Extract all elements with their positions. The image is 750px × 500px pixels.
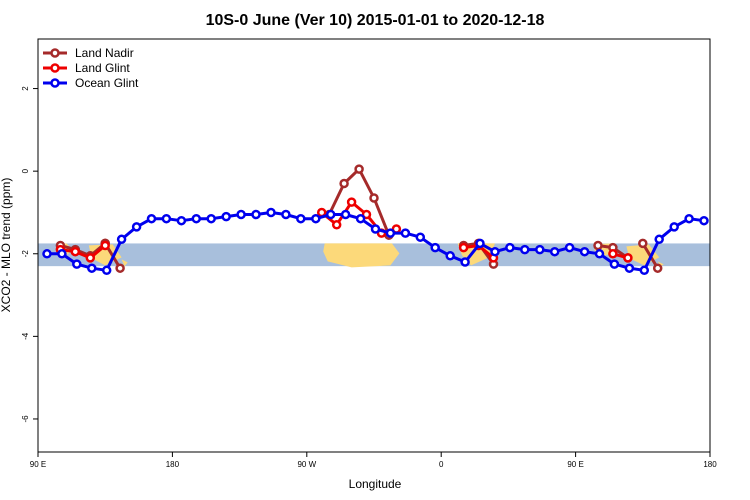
ocean-glint-point — [87, 263, 97, 273]
ocean-glint-point — [520, 244, 530, 255]
ocean-glint-point — [505, 242, 515, 253]
ocean-glint-point — [475, 238, 485, 249]
ocean-glint-point — [385, 228, 396, 238]
ocean-glint-point — [206, 213, 216, 224]
ocean-glint-point — [549, 246, 560, 257]
ocean-glint-point — [669, 222, 679, 232]
x-axis-label: Longitude — [349, 477, 402, 491]
ocean-glint-point — [460, 257, 470, 267]
ocean-glint-point — [311, 213, 321, 224]
ocean-glint-point — [400, 228, 411, 238]
band-land-patch — [626, 244, 660, 266]
land-nadir-point — [115, 263, 125, 273]
land-nadir-point — [354, 164, 364, 174]
land-glint-point — [458, 242, 469, 253]
land-nadir-point — [339, 178, 349, 189]
ocean-glint-point — [490, 246, 500, 257]
ocean-glint-point — [579, 246, 590, 257]
ocean-glint-point — [535, 244, 545, 255]
land-nadir-point — [638, 238, 648, 249]
legend-swatch-marker — [50, 63, 60, 73]
y-tick-label: -4 — [21, 332, 30, 340]
land-nadir-point — [652, 263, 663, 273]
legend-label: Ocean Glint — [75, 76, 139, 90]
ocean-glint-point — [639, 265, 650, 276]
y-tick-label: -2 — [21, 250, 30, 258]
ocean-glint-point — [281, 209, 291, 220]
ocean-glint-point — [624, 263, 635, 273]
legend-label: Land Glint — [75, 61, 130, 75]
x-tick-label: 90 E — [30, 460, 46, 469]
land-nadir-line — [60, 242, 107, 258]
ocean-glint-point — [236, 209, 246, 220]
plot-frame — [37, 38, 711, 453]
ocean-glint-point — [654, 234, 664, 245]
ocean-glint-point — [146, 213, 157, 224]
chart-title: 10S-0 June (Ver 10) 2015-01-01 to 2020-1… — [206, 12, 545, 29]
ocean-glint-point — [594, 249, 605, 259]
legend-item-land-nadir: Land Nadir — [43, 46, 134, 60]
band-land-patch — [657, 261, 664, 267]
ocean-glint-point — [430, 242, 440, 253]
land-glint-point — [85, 253, 96, 263]
x-tick-label: 90 W — [297, 460, 316, 469]
legend-item-ocean-glint: Ocean Glint — [43, 76, 139, 90]
ocean-glint-point — [564, 242, 575, 253]
band-land-patch — [323, 243, 400, 268]
land-glint-line — [60, 244, 107, 260]
ocean-glint-point — [101, 265, 112, 276]
ocean-glint-point — [684, 213, 694, 224]
band-land-patch — [121, 259, 128, 267]
ocean-glint-point — [72, 259, 82, 269]
ocean-glint-point — [161, 213, 172, 224]
axes: 90 E 180 90 W 0 90 E 180 -6 -4 -2 0 2 — [21, 86, 717, 469]
legend-item-land-glint: Land Glint — [43, 61, 130, 75]
ocean-glint-point — [221, 211, 231, 222]
land-glint-point — [70, 246, 81, 257]
y-axis-label: XCO2 - MLO trend (ppm) — [0, 178, 13, 313]
ocean-glint-point — [355, 213, 366, 224]
ocean-glint-point — [445, 251, 455, 261]
ocean-glint-point — [191, 213, 202, 224]
series-ocean-glint — [42, 207, 709, 276]
ocean-glint-point — [251, 209, 261, 220]
x-tick-label: 180 — [166, 460, 180, 469]
legend-swatch-marker — [50, 78, 60, 88]
ocean-glint-point — [176, 215, 187, 226]
land-glint-point — [100, 240, 110, 251]
land-nadir-point — [593, 240, 603, 251]
ocean-glint-point — [325, 209, 336, 220]
ocean-glint-point — [116, 234, 127, 245]
y-tick-label: 0 — [21, 168, 30, 173]
ocean-glint-point — [699, 215, 709, 226]
x-tick-label: 0 — [439, 460, 444, 469]
ocean-glint-point — [340, 209, 351, 220]
land-nadir-point — [369, 193, 379, 203]
ocean-glint-point — [370, 224, 381, 234]
ocean-glint-point — [131, 222, 142, 232]
legend-label: Land Nadir — [75, 46, 134, 60]
land-glint-point — [346, 197, 357, 207]
land-glint-point — [608, 249, 618, 259]
ocean-glint-point — [296, 213, 306, 224]
ocean-glint-point — [57, 249, 67, 259]
legend-swatch-marker — [50, 48, 60, 58]
x-tick-label: 180 — [703, 460, 717, 469]
land-glint-point — [331, 220, 342, 230]
land-glint-point — [623, 253, 633, 263]
y-tick-label: -6 — [21, 415, 30, 423]
land-glint-point — [361, 209, 372, 220]
x-tick-label: 90 E — [567, 460, 583, 469]
series-layer — [42, 164, 709, 276]
y-tick-label: 2 — [21, 86, 30, 91]
ocean-glint-point — [42, 249, 52, 259]
ocean-glint-point — [266, 207, 276, 218]
ocean-glint-point — [609, 259, 620, 269]
ocean-glint-point — [415, 232, 426, 242]
